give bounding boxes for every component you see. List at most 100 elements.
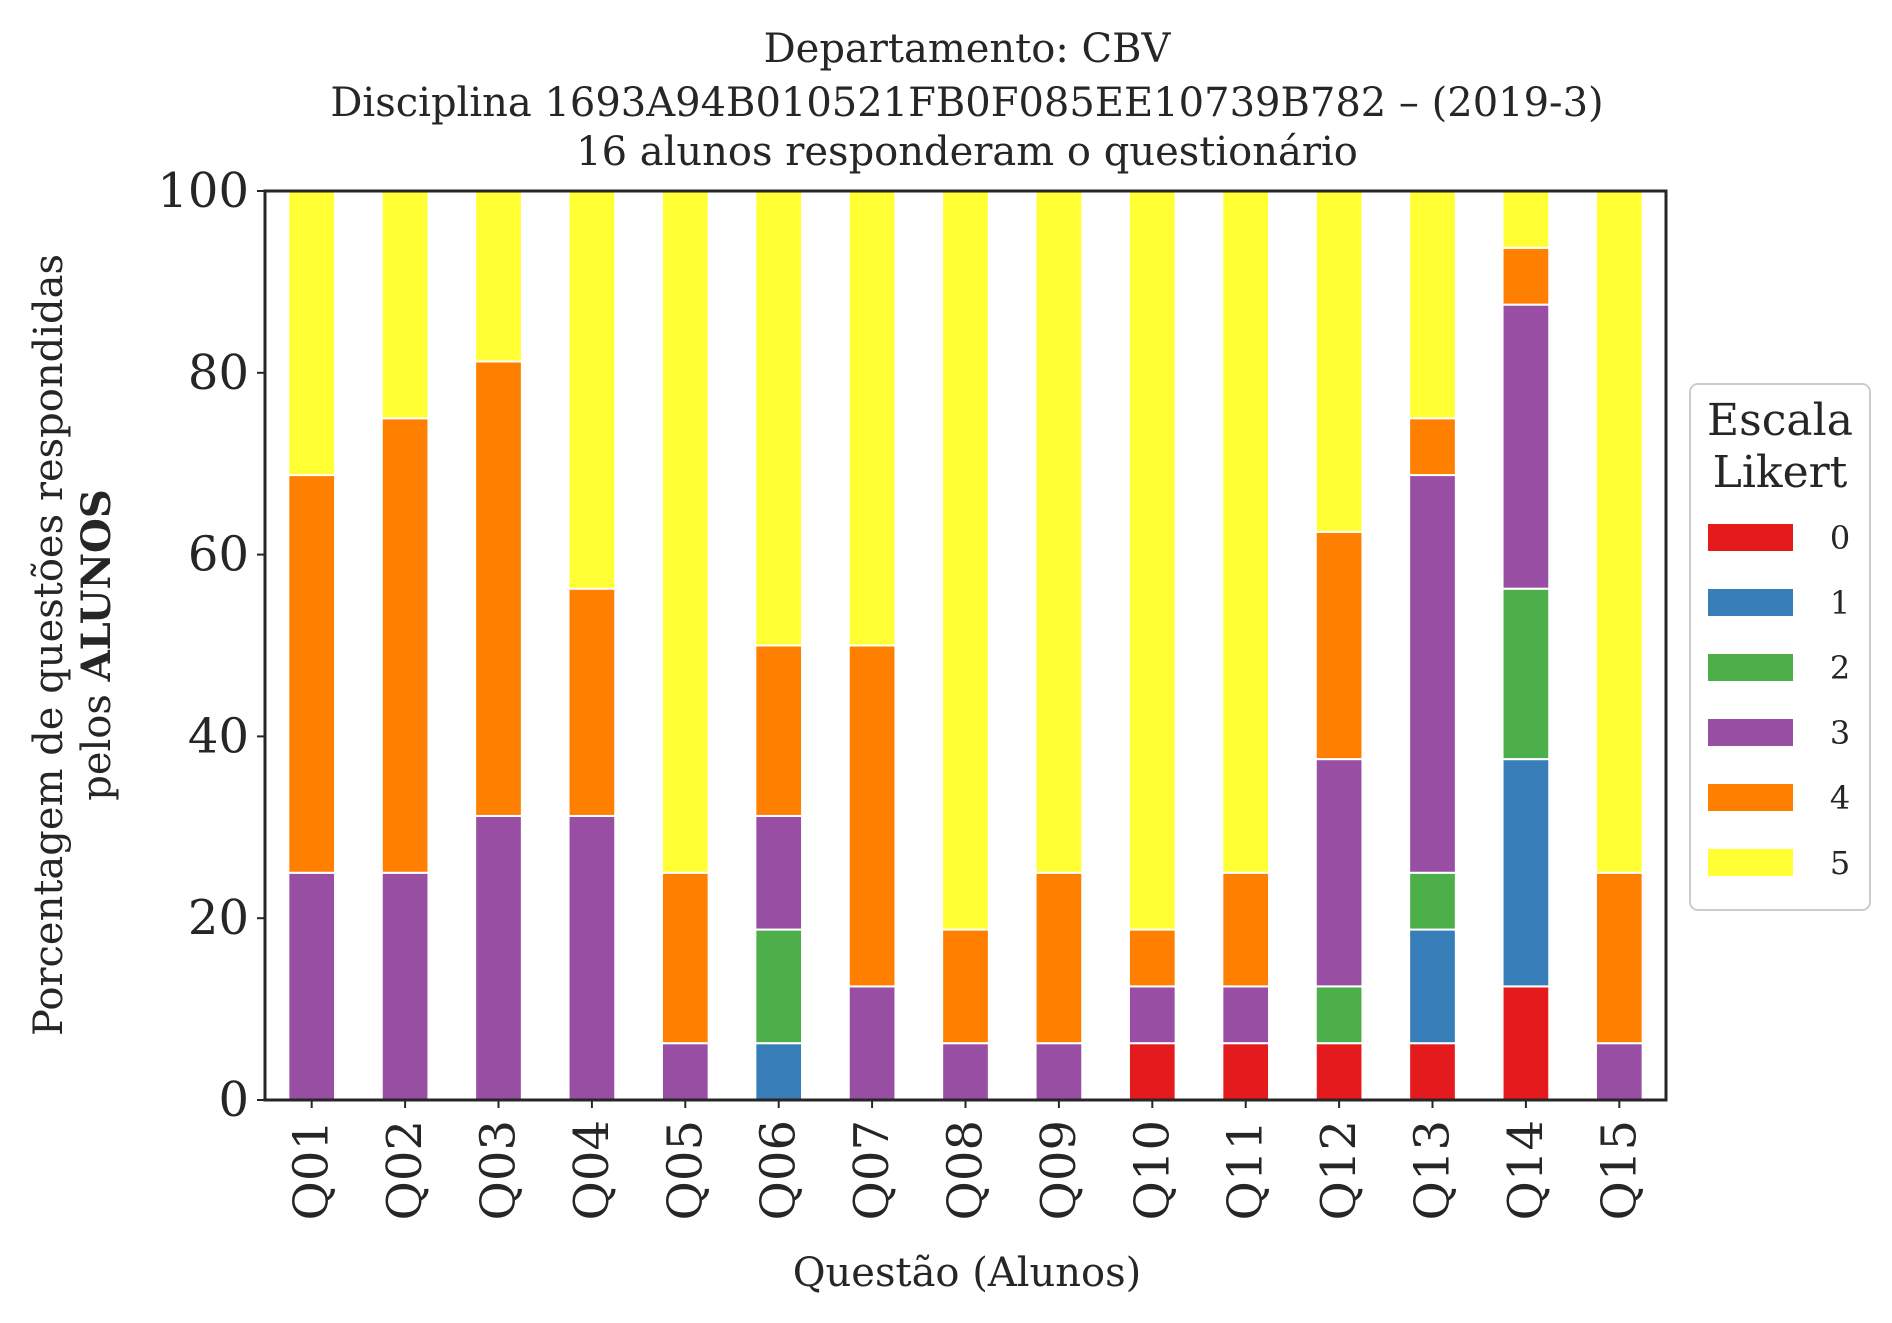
bar-segment-q12-likert-3 (1314, 758, 1364, 988)
y-axis-label: Porcentagem de questões respondidas pelo… (26, 254, 120, 1036)
bar-segment-q10-likert-3 (1127, 985, 1177, 1045)
legend-label-5: 5 (1830, 844, 1850, 882)
bar-segment-q06-likert-1 (754, 1042, 804, 1101)
x-tick-label-q04: Q04 (564, 1120, 620, 1220)
legend-items: 0 1 2 3 4 5 (1708, 519, 1850, 882)
bar-segment-q04-likert-5 (567, 190, 617, 590)
y-tick-label-0: 0 (218, 1072, 249, 1128)
x-tick-label-q11: Q11 (1218, 1120, 1274, 1220)
bar-segment-q03-likert-5 (474, 190, 523, 363)
bar-segment-q02-likert-3 (380, 871, 430, 1101)
x-tick-label-q09: Q09 (1031, 1120, 1087, 1220)
bar-segment-q09-likert-3 (1034, 1042, 1084, 1101)
bar-segment-q09-likert-5 (1034, 190, 1084, 874)
bars-group (287, 190, 1644, 1101)
bar-segment-q14-likert-3 (1501, 303, 1551, 590)
bar-segment-q10-likert-5 (1127, 190, 1177, 931)
bar-segment-q01-likert-3 (287, 871, 337, 1101)
bar-segment-q06-likert-4 (754, 644, 804, 817)
bar-segment-q11-likert-4 (1221, 871, 1271, 988)
legend-swatch-1 (1708, 589, 1793, 616)
bar-segment-q14-likert-2 (1501, 587, 1551, 761)
y-axis-label-bold: ALUNOS (73, 489, 120, 682)
bar-segment-q06-likert-5 (754, 190, 804, 647)
x-tick-label-q01: Q01 (284, 1120, 340, 1220)
legend-title-line-2: Likert (1713, 447, 1848, 498)
legend-swatch-4 (1708, 784, 1793, 811)
bar-segment-q13-likert-2 (1408, 871, 1457, 931)
chart-title-line-3: 16 alunos responderam o questionário (576, 129, 1358, 175)
bar-segment-q09-likert-4 (1034, 871, 1084, 1045)
legend-title-line-1: Escala (1707, 395, 1853, 446)
bar-segment-q11-likert-3 (1221, 985, 1271, 1045)
bar-segment-q08-likert-5 (941, 190, 990, 931)
bar-segment-q13-likert-3 (1408, 474, 1457, 874)
x-tick-label-q05: Q05 (657, 1120, 713, 1220)
x-tick-label-q14: Q14 (1498, 1120, 1554, 1220)
bar-segment-q08-likert-3 (941, 1042, 990, 1101)
bar-segment-q04-likert-3 (567, 814, 617, 1101)
bar-segment-q08-likert-4 (941, 928, 990, 1045)
bar-segment-q14-likert-5 (1501, 190, 1551, 249)
bar-segment-q12-likert-0 (1314, 1042, 1364, 1101)
bar-segment-q06-likert-2 (754, 928, 804, 1045)
bar-segment-q11-likert-0 (1221, 1042, 1271, 1101)
legend-label-2: 2 (1830, 649, 1850, 687)
legend-box (1689, 383, 1871, 911)
bar-segment-q11-likert-5 (1221, 190, 1271, 874)
bar-segment-q10-likert-0 (1127, 1042, 1177, 1101)
x-tick-label-q15: Q15 (1591, 1120, 1647, 1220)
bar-segment-q15-likert-5 (1594, 190, 1644, 874)
y-axis-label-prefix: pelos (74, 681, 120, 800)
legend-swatch-5 (1708, 849, 1793, 876)
bar-segment-q14-likert-1 (1501, 758, 1551, 988)
plot-frame (263, 189, 1668, 1102)
y-tick-label-80: 80 (188, 345, 249, 401)
x-tick-label-q07: Q07 (844, 1120, 900, 1220)
y-axis-ticks: 0 20 40 60 80 100 (157, 163, 265, 1128)
legend: Escala Likert 0 1 2 3 4 5 (1689, 383, 1871, 911)
y-tick-label-100: 100 (157, 163, 249, 219)
bar-segment-q14-likert-4 (1501, 246, 1551, 306)
y-axis-label-line-1: Porcentagem de questões respondidas (26, 254, 72, 1036)
bar-segment-q03-likert-3 (474, 814, 523, 1101)
bar-segment-q13-likert-1 (1408, 928, 1457, 1045)
y-tick-label-20: 20 (188, 890, 249, 946)
chart-title-line-2: Disciplina 1693A94B010521FB0F085EE10739B… (330, 80, 1603, 126)
bar-segment-q05-likert-3 (660, 1042, 710, 1101)
legend-label-3: 3 (1830, 714, 1850, 752)
bar-segment-q10-likert-4 (1127, 928, 1177, 988)
y-tick-label-40: 40 (188, 708, 249, 764)
x-tick-label-q12: Q12 (1311, 1120, 1367, 1220)
bar-segment-q05-likert-5 (660, 190, 710, 874)
bar-segment-q06-likert-3 (754, 814, 804, 931)
bar-segment-q13-likert-5 (1408, 190, 1457, 420)
x-tick-label-q02: Q02 (377, 1120, 433, 1220)
bar-segment-q01-likert-4 (287, 474, 337, 874)
bar-segment-q13-likert-0 (1408, 1042, 1457, 1101)
bar-segment-q04-likert-4 (567, 587, 617, 817)
bar-segment-q07-likert-4 (847, 644, 897, 988)
legend-label-4: 4 (1830, 779, 1850, 817)
x-tick-label-q10: Q10 (1124, 1120, 1180, 1220)
x-axis-ticks: Q01 Q02 Q03 Q04 Q05 Q06 Q07 Q08 Q09 Q10 Q11 Q12 Q13 Q… (284, 1100, 1647, 1220)
bar-segment-q15-likert-3 (1594, 1042, 1644, 1101)
bar-segment-q02-likert-4 (380, 417, 430, 874)
chart-title-line-1: Departamento: CBV (764, 26, 1172, 72)
bar-segment-q05-likert-4 (660, 871, 710, 1045)
legend-swatch-3 (1708, 719, 1793, 746)
x-axis-label: Questão (Alunos) (793, 1250, 1142, 1296)
bar-segment-q12-likert-2 (1314, 985, 1364, 1045)
legend-label-1: 1 (1830, 584, 1850, 622)
y-axis-label-line-2: pelos ALUNOS (73, 489, 120, 801)
bar-segment-q02-likert-5 (380, 190, 430, 420)
bar-segment-q12-likert-4 (1314, 530, 1364, 761)
x-tick-label-q06: Q06 (751, 1120, 807, 1220)
y-tick-label-60: 60 (188, 527, 249, 583)
bar-segment-q01-likert-5 (287, 190, 337, 477)
bar-segment-q07-likert-5 (847, 190, 897, 647)
x-tick-label-q08: Q08 (938, 1120, 994, 1220)
bar-segment-q13-likert-4 (1408, 417, 1457, 477)
x-tick-label-q03: Q03 (471, 1120, 527, 1220)
bar-segment-q03-likert-4 (474, 360, 523, 817)
